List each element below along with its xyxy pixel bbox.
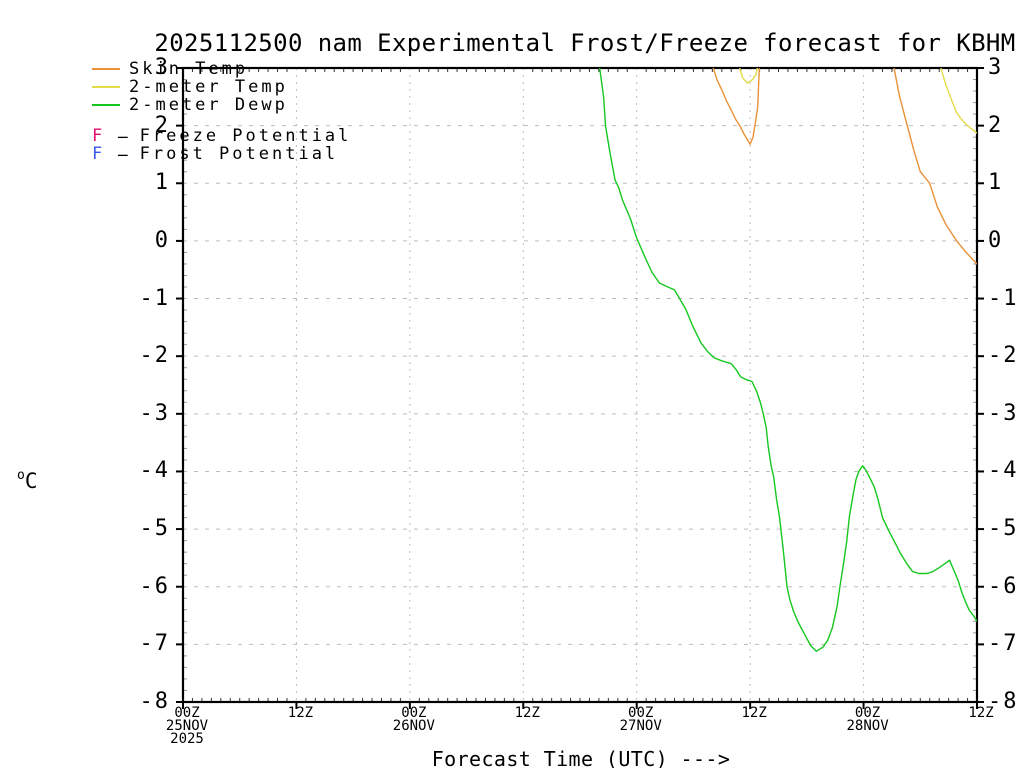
y-tick-label-right: -7 <box>988 631 1019 657</box>
x-tick-label: 00Z 28NOV <box>846 705 889 734</box>
legend-item-2m-dewp: 2-meter Dewp <box>92 95 351 115</box>
y-tick-label-right: -6 <box>988 573 1019 599</box>
legend: Skin Temp 2-meter Temp 2-meter Dewp F - … <box>92 59 352 164</box>
legend-item-frost-potential: F - Frost Potential <box>92 144 351 164</box>
y-tick-label-left: -5 <box>139 516 170 542</box>
y-tick-label-left: -4 <box>139 458 170 484</box>
degree-symbol: o <box>17 468 25 483</box>
y-tick-label-left: 0 <box>154 227 170 253</box>
2m-dewp-line-swatch <box>92 104 120 106</box>
major-ticks <box>176 67 984 709</box>
legend-label-skin-temp: Skin Temp <box>129 59 249 79</box>
y-tick-label-left: 3 <box>154 55 170 80</box>
legend-label-2m-temp: 2-meter Temp <box>129 77 288 97</box>
gridlines <box>183 68 977 702</box>
y-tick-label-right: 3 <box>988 55 1004 80</box>
freeze-separator-dash: - <box>111 126 135 146</box>
x-axis-title: Forecast Time (UTC) ---> <box>431 747 731 768</box>
x-tick-label: 00Z 25NOV 2025 <box>165 705 209 747</box>
legend-item-freeze-potential: F - Freeze Potential <box>92 126 352 146</box>
x-tick-label: 12Z <box>287 705 314 721</box>
y-tick-label-left: 1 <box>154 170 170 196</box>
y-tick-label-left: -2 <box>139 343 170 369</box>
y-tick-label-right: -3 <box>988 400 1019 426</box>
y-tick-label-right: -5 <box>988 516 1019 542</box>
axis-frame <box>181 66 979 704</box>
y-tick-label-left: -1 <box>139 285 170 311</box>
legend-label-2m-dewp: 2-meter Dewp <box>129 95 288 115</box>
y-tick-label-left: -8 <box>139 689 170 714</box>
y-tick-label-right: 0 <box>988 227 1004 253</box>
x-tick-label: 12Z <box>741 705 767 721</box>
y-tick-label-left: 2 <box>154 112 170 138</box>
2m-temp-line-swatch <box>92 86 120 88</box>
y-axis-unit-label: oC <box>17 468 37 493</box>
skin-temp-line-swatch <box>92 68 120 70</box>
legend-label-freeze-potential: Freeze Potential <box>139 126 352 146</box>
series-2-meter-dewp <box>598 68 977 652</box>
y-tick-label-right: 1 <box>988 170 1004 196</box>
y-tick-label-right: -8 <box>988 689 1019 714</box>
x-tick-label: 12Z <box>968 705 994 721</box>
legend-item-2m-temp: 2-meter Temp <box>92 77 351 97</box>
celsius-letter: C <box>24 469 38 493</box>
y-tick-label-right: -1 <box>988 285 1019 311</box>
y-tick-label-left: -7 <box>139 631 170 657</box>
legend-item-skin-temp: Skin Temp <box>92 59 351 79</box>
x-tick-label: 12Z <box>514 705 540 721</box>
y-tick-label-right: -2 <box>988 343 1019 369</box>
series-2-meter-temp <box>738 68 977 134</box>
legend-label-frost-potential: Frost Potential <box>139 144 339 164</box>
chart-title: 2025112500 nam Experimental Frost/Freeze… <box>154 29 1016 57</box>
series-skin-temp <box>712 68 977 265</box>
freeze-potential-marker: F <box>92 126 103 146</box>
x-tick-label: 00Z 27NOV <box>619 705 662 734</box>
x-tick-label: 00Z 26NOV <box>392 705 435 734</box>
frost-potential-marker: F <box>92 144 103 164</box>
y-tick-label-right: -4 <box>988 458 1019 484</box>
frost-separator-dash: - <box>111 144 135 164</box>
y-tick-label-left: -3 <box>139 400 170 426</box>
y-tick-label-left: -6 <box>139 573 170 599</box>
y-tick-label-right: 2 <box>988 112 1004 138</box>
